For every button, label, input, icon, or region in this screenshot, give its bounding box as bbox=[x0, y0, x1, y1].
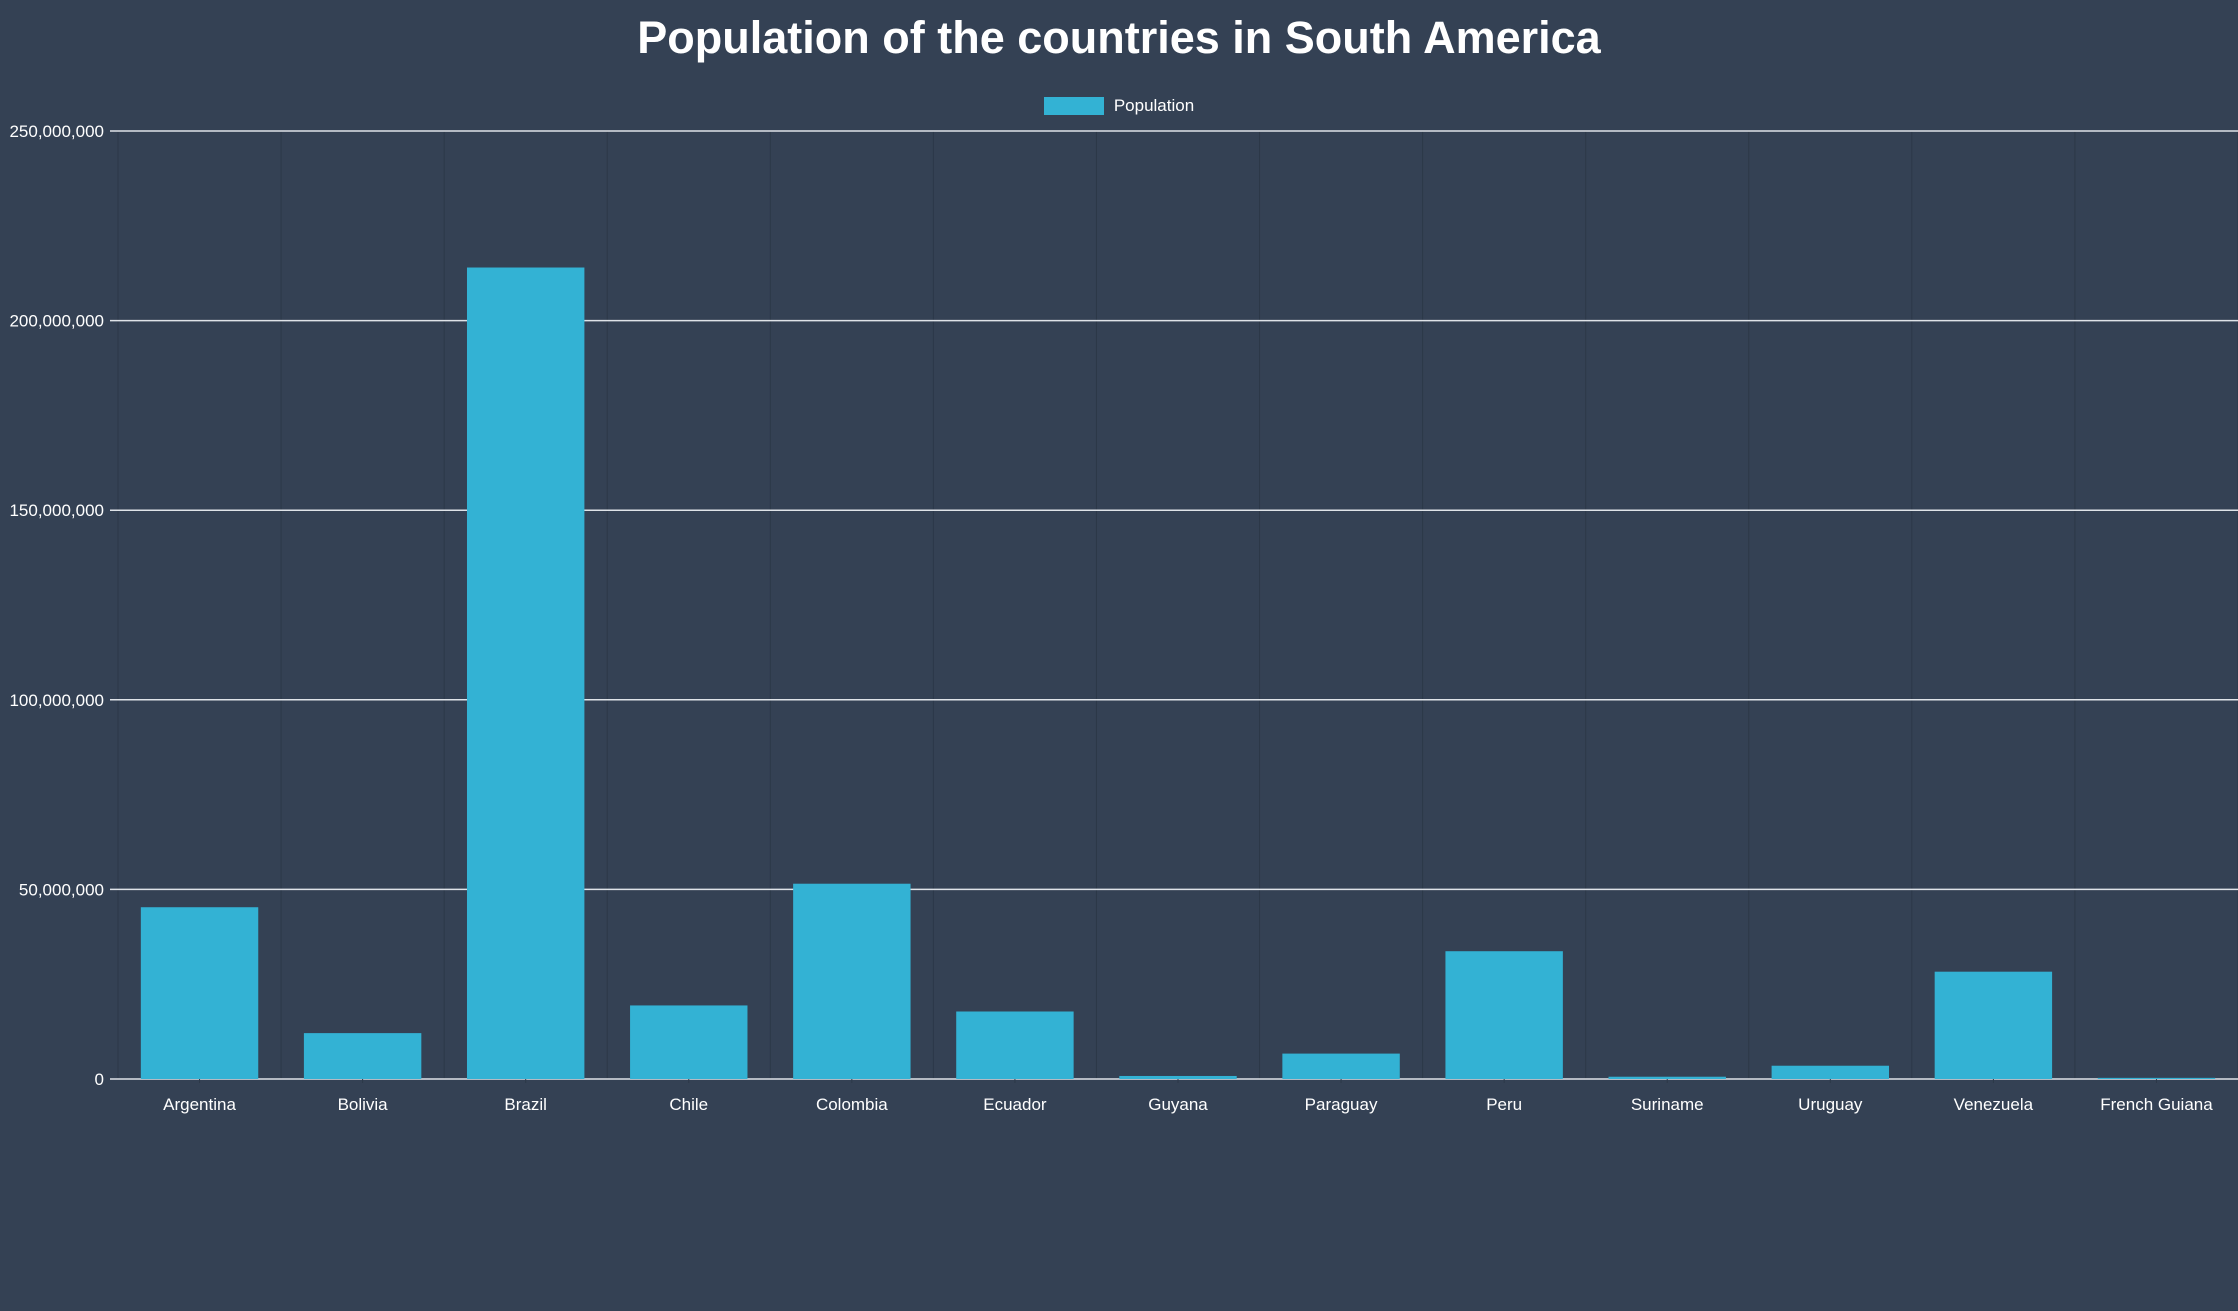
x-tick-label: Paraguay bbox=[1305, 1095, 1378, 1114]
legend[interactable]: Population bbox=[0, 96, 2238, 116]
bar bbox=[303, 1033, 422, 1079]
bar bbox=[466, 267, 585, 1080]
bar bbox=[140, 907, 259, 1079]
x-tick-label: Chile bbox=[669, 1095, 708, 1114]
x-tick-label: Guyana bbox=[1148, 1095, 1208, 1114]
chart-title: Population of the countries in South Ame… bbox=[637, 12, 1601, 63]
x-tick-label: Brazil bbox=[504, 1095, 547, 1114]
x-tick-label: Ecuador bbox=[983, 1095, 1047, 1114]
x-tick-label: Suriname bbox=[1631, 1095, 1704, 1114]
y-tick-label: 50,000,000 bbox=[19, 880, 104, 899]
bar bbox=[1119, 1075, 1237, 1079]
x-tick-label: Peru bbox=[1486, 1095, 1522, 1114]
bar bbox=[1771, 1065, 1890, 1079]
legend-label: Population bbox=[1113, 96, 1195, 115]
y-tick-label: 250,000,000 bbox=[9, 122, 104, 141]
y-tick-label: 100,000,000 bbox=[9, 691, 104, 710]
x-tick-label: French Guiana bbox=[2100, 1095, 2213, 1114]
x-tick-label: Bolivia bbox=[338, 1095, 389, 1114]
bar bbox=[1282, 1053, 1400, 1079]
legend-swatch bbox=[1043, 97, 1104, 115]
bar bbox=[793, 883, 911, 1079]
x-tick-label: Argentina bbox=[163, 1095, 236, 1114]
bar bbox=[2097, 1077, 2216, 1079]
y-tick-label: 0 bbox=[95, 1070, 104, 1089]
bar bbox=[1934, 971, 2053, 1079]
bar bbox=[1608, 1076, 1726, 1079]
x-tick-label: Venezuela bbox=[1954, 1095, 2034, 1114]
bar bbox=[1445, 951, 1563, 1079]
x-tick-label: Uruguay bbox=[1798, 1095, 1863, 1114]
x-tick-label: Colombia bbox=[816, 1095, 888, 1114]
bar bbox=[956, 1011, 1074, 1079]
bar bbox=[630, 1005, 748, 1079]
y-tick-label: 200,000,000 bbox=[9, 312, 104, 331]
y-tick-label: 150,000,000 bbox=[9, 501, 104, 520]
